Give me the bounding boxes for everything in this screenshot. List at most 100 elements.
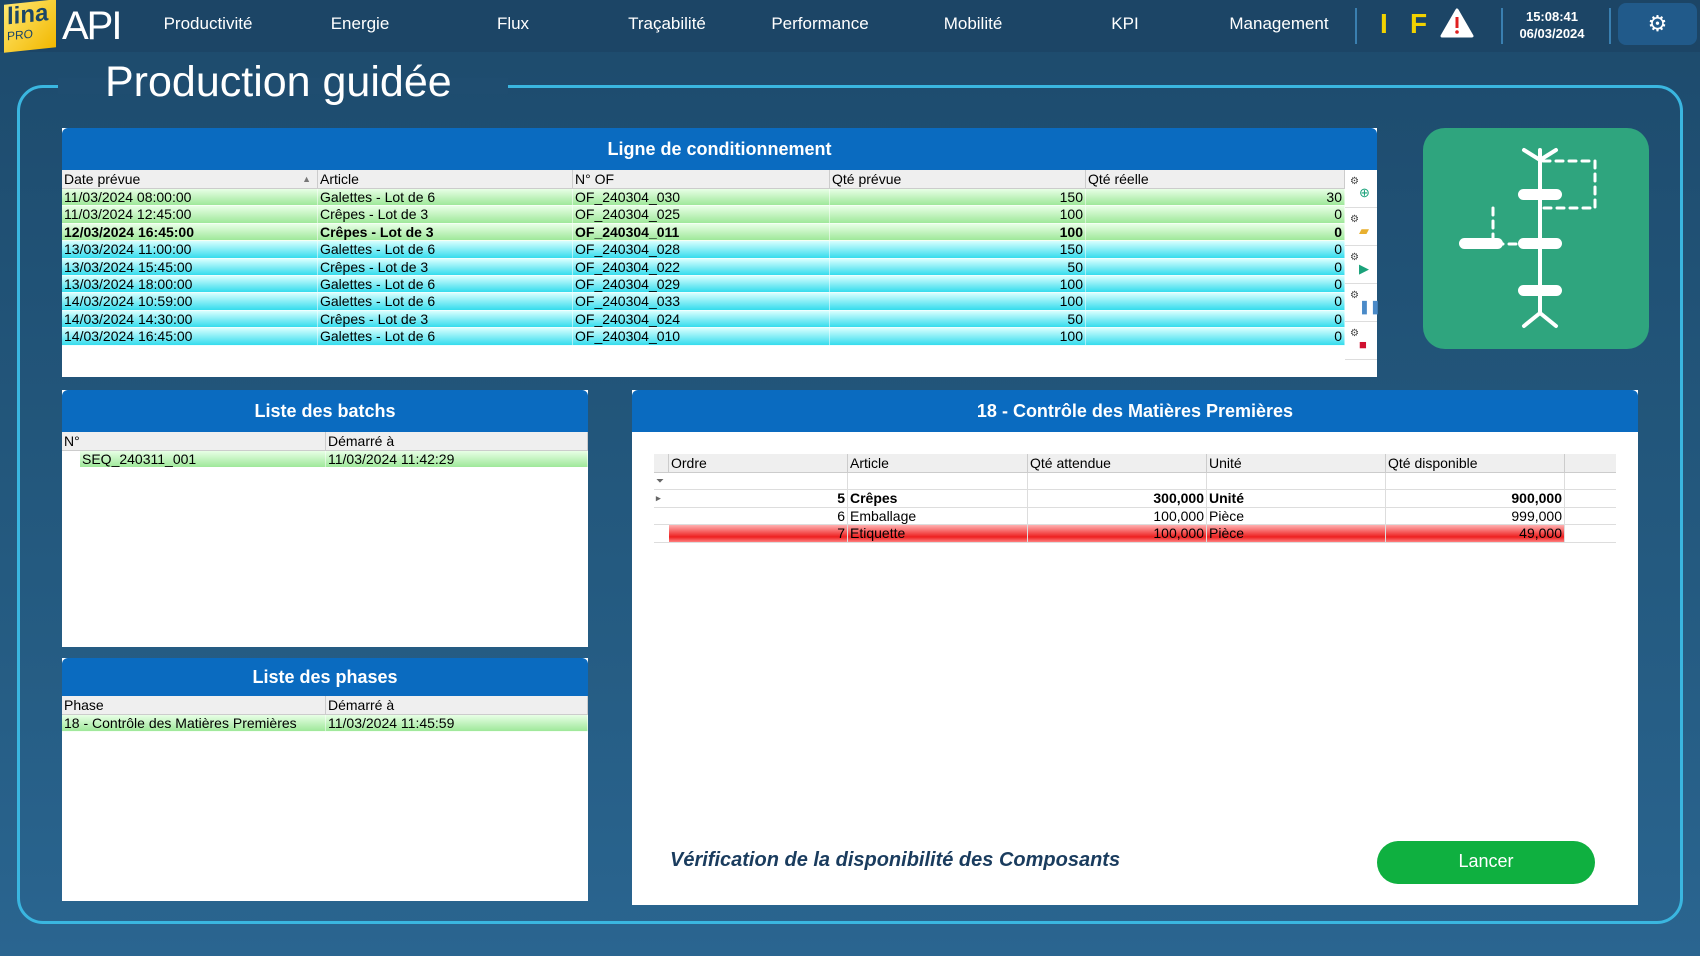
of-table-header: Date prévue ▲ Article N° OF Qté prévue Qt… (62, 170, 1345, 189)
of-row[interactable]: 14/03/2024 14:30:00 Crêpes - Lot de 3 OF_2… (62, 310, 1345, 329)
col-phase[interactable]: Phase (62, 696, 326, 714)
of-cell: 100 (830, 223, 1086, 241)
of-cell: 50 (830, 310, 1086, 328)
of-cell: 12/03/2024 16:45:00 (62, 223, 318, 241)
nav-management[interactable]: Management (1229, 14, 1329, 33)
of-cell: 0 (1086, 241, 1345, 258)
of-cell: 100 (830, 328, 1086, 345)
start-of-button[interactable]: ⚙ ▶ (1345, 246, 1377, 284)
of-cell: 50 (830, 258, 1086, 275)
gears-icon: ⚙ (1350, 176, 1359, 187)
phases-title: Liste des phases (62, 658, 588, 696)
nav-tracabilite[interactable]: Traçabilité (628, 14, 706, 33)
material-cell: 999,000 (1386, 507, 1565, 525)
row-indicator-icon: ▸ (654, 490, 669, 507)
of-cell: Galettes - Lot de 6 (318, 189, 573, 206)
phase-row[interactable]: 18 - Contrôle des Matières Premières 11/0… (62, 715, 588, 733)
of-cell: Crêpes - Lot de 3 (318, 258, 573, 275)
pause-of-button[interactable]: ⚙ ❚❚ (1345, 284, 1381, 322)
of-cell: 13/03/2024 11:00:00 (62, 241, 318, 258)
ligne-title: Ligne de conditionnement (62, 128, 1377, 170)
col-num[interactable]: N° (62, 432, 326, 450)
of-cell: 0 (1086, 275, 1345, 293)
of-cell: 150 (830, 241, 1086, 258)
col-date-prevue[interactable]: Date prévue ▲ (62, 170, 318, 188)
phases-panel: Liste des phases Phase Démarré à 18 - Con… (62, 658, 588, 901)
clock-time: 15:08:41 (1525, 9, 1579, 24)
nav-energie[interactable]: Energie (330, 14, 390, 33)
of-cell: 0 (1086, 206, 1345, 223)
gear-icon: ⚙ (1647, 11, 1668, 36)
of-row[interactable]: 14/03/2024 16:45:00 Galettes - Lot de 6 OF… (62, 328, 1345, 346)
of-row[interactable]: 13/03/2024 15:45:00 Crêpes - Lot de 3 OF_2… (62, 258, 1345, 276)
page-title: Production guidée (105, 58, 452, 106)
gears-icon: ⚙ (1350, 328, 1359, 339)
nav-performance[interactable]: Performance (771, 14, 869, 33)
of-action-bar: ⚙ ⊕ ⚙ ▰ ⚙ ▶ ⚙ ❚❚ ⚙ ■ (1345, 170, 1381, 360)
of-row[interactable]: 11/03/2024 08:00:00 Galettes - Lot de 6 OF… (62, 189, 1345, 207)
col-qte-attendue[interactable]: Qté attendue (1028, 454, 1207, 472)
material-cell: 5 (669, 490, 848, 507)
filter-row[interactable]: ⏷ (654, 473, 1616, 491)
nav-divider (1501, 8, 1503, 44)
of-cell: Crêpes - Lot de 3 (318, 310, 573, 328)
controle-panel: 18 - Contrôle des Matières Premières Ord… (632, 390, 1638, 905)
nav-kpi[interactable]: KPI (1111, 14, 1139, 33)
material-cell: Pièce (1207, 507, 1386, 525)
content-frame (17, 85, 1683, 924)
col-ordre[interactable]: Ordre (669, 454, 848, 472)
batch-row[interactable]: SEQ_240311_001 11/03/2024 11:42:29 (62, 451, 588, 469)
material-cell: Etiquette (848, 525, 1028, 542)
material-cell: Crêpes (848, 490, 1028, 507)
col-demarre[interactable]: Démarré à (326, 432, 588, 450)
material-row[interactable]: 7 Etiquette 100,000 Pièce 49,000 (654, 525, 1616, 543)
of-cell: OF_240304_025 (573, 206, 830, 223)
nav-divider (1355, 8, 1357, 44)
material-cell: Unité (1207, 490, 1386, 507)
of-table: Date prévue ▲ Article N° OF Qté prévue Qt… (62, 170, 1345, 346)
batchs-title: Liste des batchs (62, 390, 588, 432)
of-cell: 100 (830, 275, 1086, 293)
col-num-of[interactable]: N° OF (573, 170, 830, 188)
col-qte-prevue[interactable]: Qté prévue (830, 170, 1086, 188)
logo-lina-text: lina (7, 0, 49, 31)
material-cell: 300,000 (1028, 490, 1207, 507)
col-unite[interactable]: Unité (1207, 454, 1386, 472)
warning-icon[interactable] (1440, 8, 1474, 38)
add-of-button[interactable]: ⚙ ⊕ (1345, 170, 1377, 208)
phases-table: Phase Démarré à 18 - Contrôle des Matière… (62, 696, 588, 733)
of-row[interactable]: 13/03/2024 11:00:00 Galettes - Lot de 6 OF… (62, 241, 1345, 259)
of-row[interactable]: 13/03/2024 18:00:00 Galettes - Lot de 6 OF… (62, 275, 1345, 294)
folder-icon: ▰ (1359, 223, 1369, 238)
col-demarre[interactable]: Démarré à (326, 696, 588, 714)
open-of-button[interactable]: ⚙ ▰ (1345, 208, 1377, 246)
gears-icon: ⚙ (1350, 252, 1359, 263)
of-cell: 13/03/2024 18:00:00 (62, 275, 318, 293)
frame-title-gap (58, 78, 508, 94)
indicator-f[interactable]: F (1410, 8, 1428, 39)
nav-productivite[interactable]: Productivité (163, 14, 253, 33)
stop-of-button[interactable]: ⚙ ■ (1345, 322, 1377, 360)
indicator-i[interactable]: I (1380, 8, 1388, 39)
of-cell: OF_240304_028 (573, 241, 830, 258)
of-row[interactable]: 14/03/2024 10:59:00 Galettes - Lot de 6 OF… (62, 293, 1345, 311)
status-message: Vérification de la disponibilité des Com… (670, 849, 1121, 871)
material-row[interactable]: 6 Emballage 100,000 Pièce 999,000 (654, 507, 1616, 526)
of-row[interactable]: 12/03/2024 16:45:00 Crêpes - Lot de 3 OF_2… (62, 223, 1345, 242)
settings-button[interactable]: ⚙ (1618, 3, 1697, 45)
lancer-button[interactable]: Lancer (1377, 841, 1595, 884)
lina-pro-logo: lina PRO (4, 0, 56, 53)
of-row[interactable]: 11/03/2024 12:45:00 Crêpes - Lot de 3 OF_2… (62, 206, 1345, 224)
filter-icon[interactable]: ⏷ (654, 473, 669, 490)
workflow-button[interactable] (1423, 128, 1649, 349)
material-row[interactable]: ▸ 5 Crêpes 300,000 Unité 900,000 (654, 490, 1616, 508)
of-cell: 0 (1086, 258, 1345, 275)
col-qte-disponible[interactable]: Qté disponible (1386, 454, 1565, 472)
logo-pro-text: PRO (7, 26, 34, 44)
nav-mobilite[interactable]: Mobilité (943, 14, 1003, 33)
of-cell: 14/03/2024 14:30:00 (62, 310, 318, 328)
nav-flux[interactable]: Flux (496, 14, 530, 33)
col-article[interactable]: Article (318, 170, 573, 188)
col-article[interactable]: Article (848, 454, 1028, 472)
col-qte-reelle[interactable]: Qté réelle (1086, 170, 1345, 188)
